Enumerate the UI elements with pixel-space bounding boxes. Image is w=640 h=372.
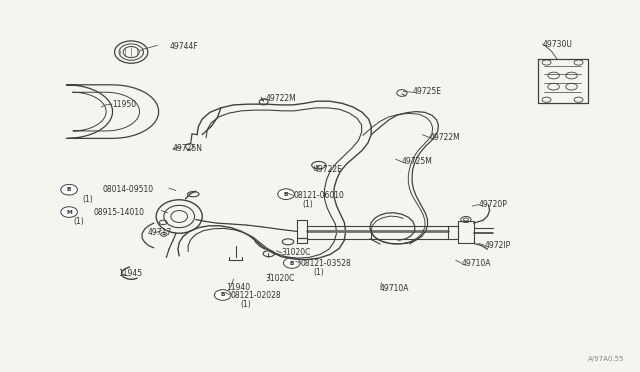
Text: 49722M: 49722M [430, 133, 461, 142]
Text: 08014-09510: 08014-09510 [102, 185, 154, 194]
Text: B: B [67, 187, 71, 192]
Text: 31020C: 31020C [266, 274, 295, 283]
Text: 49744F: 49744F [170, 42, 198, 51]
Text: 49725M: 49725M [402, 157, 433, 166]
Ellipse shape [284, 258, 300, 268]
Text: B: B [221, 292, 225, 298]
Text: (1): (1) [82, 195, 93, 203]
Text: B: B [290, 260, 294, 266]
Text: 08121-03528: 08121-03528 [301, 259, 351, 268]
Ellipse shape [164, 205, 195, 228]
Text: 4972IP: 4972IP [485, 241, 511, 250]
Text: 49710A: 49710A [380, 284, 409, 293]
Text: 49730U: 49730U [543, 40, 573, 49]
Text: (1): (1) [73, 217, 84, 226]
Text: M: M [67, 209, 72, 215]
Text: 08121-06010: 08121-06010 [293, 191, 344, 200]
Text: 49722M: 49722M [266, 94, 296, 103]
Text: 08915-14010: 08915-14010 [93, 208, 145, 217]
Text: A/97A0.55: A/97A0.55 [588, 356, 624, 362]
Text: (1): (1) [240, 300, 251, 309]
Ellipse shape [214, 290, 231, 300]
Text: 11945: 11945 [118, 269, 143, 278]
Text: 11940: 11940 [226, 283, 250, 292]
Ellipse shape [61, 207, 77, 217]
Text: 31020C: 31020C [282, 248, 311, 257]
Text: 49717: 49717 [147, 228, 172, 237]
Ellipse shape [278, 189, 294, 199]
Text: (1): (1) [314, 268, 324, 277]
Text: 49725E: 49725E [413, 87, 442, 96]
Text: (1): (1) [302, 200, 313, 209]
Ellipse shape [61, 185, 77, 195]
Text: 11950: 11950 [112, 100, 136, 109]
Text: 08121-02028: 08121-02028 [230, 291, 281, 300]
Text: 49722E: 49722E [314, 165, 342, 174]
Text: 49720P: 49720P [479, 200, 508, 209]
Text: B: B [284, 192, 288, 197]
Text: 49710A: 49710A [462, 259, 492, 268]
Text: 49725N: 49725N [173, 144, 203, 153]
